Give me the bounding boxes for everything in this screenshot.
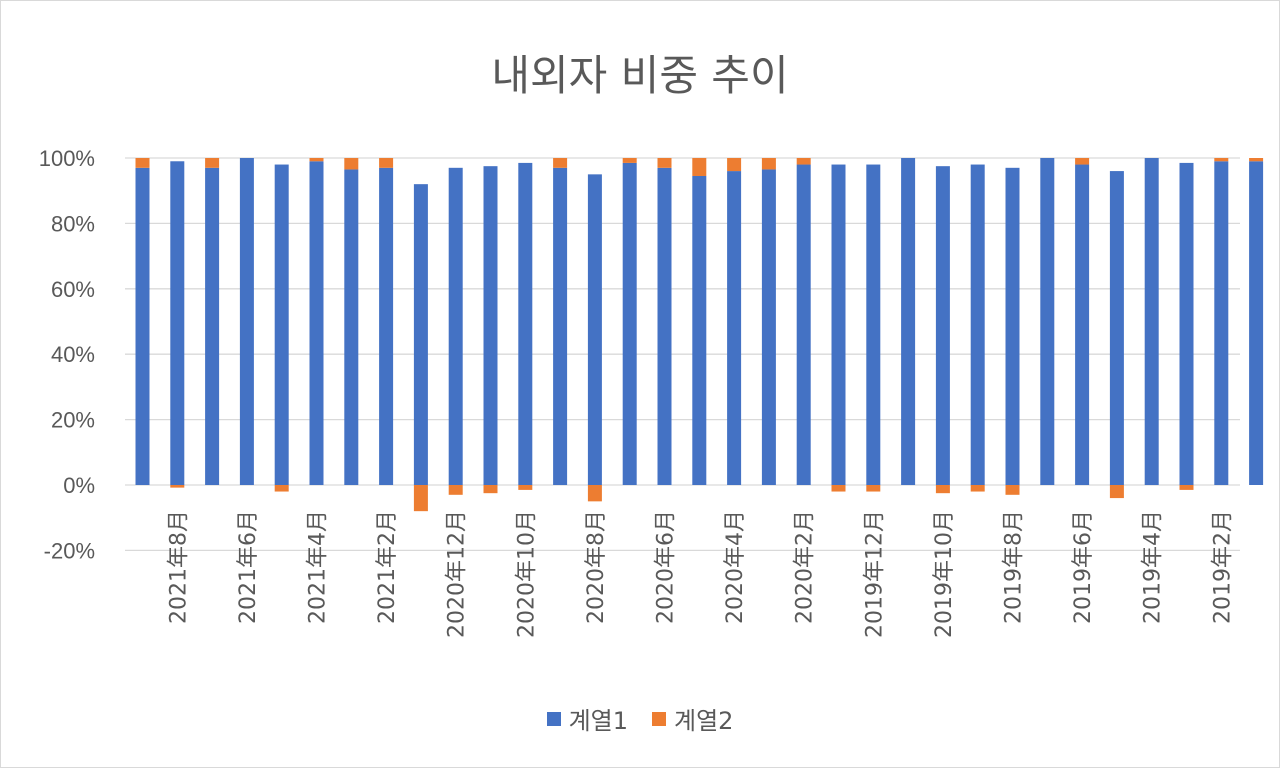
bar-series1 [448,167,463,485]
bar-series2 [135,158,150,168]
bar-series1 [1109,171,1124,485]
bar-series1 [796,164,811,486]
legend-label-series2: 계열2 [674,707,734,735]
bar-series1 [553,167,568,485]
bar-series2 [622,158,637,163]
y-tick-label: 60% [51,277,95,302]
bar-series1 [622,162,637,485]
x-tick-label: 2019年8月 [1002,510,1027,624]
bar-series1 [935,166,950,486]
bar-series2 [170,485,185,488]
x-tick-label: 2021年6月 [236,510,261,624]
y-tick-label: 0% [63,473,95,498]
bar-series2 [309,158,324,162]
bar-series2 [587,485,602,502]
bar-series1 [1144,158,1159,485]
x-tick-label: 2020年2月 [793,510,818,624]
bar-series1 [657,167,672,485]
bar-series1 [1040,158,1055,485]
bar-series1 [483,166,498,486]
chart-legend: 계열1 계열2 [0,701,1280,736]
bar-series1 [1075,164,1090,486]
legend-swatch-series1 [546,711,561,726]
bar-series1 [831,164,846,486]
legend-item-series1: 계열1 [546,701,628,736]
bar-series2 [761,158,776,170]
bar-series1 [866,164,881,486]
bar-series2 [1214,158,1229,162]
legend-label-series1: 계열1 [568,707,628,735]
bar-series2 [831,485,846,492]
bar-series1 [379,167,394,485]
bar-series1 [309,161,324,485]
x-tick-label: 2019年2月 [1210,510,1235,624]
bar-series2 [553,158,568,168]
bar-series2 [866,485,881,492]
bar-series2 [205,158,220,168]
y-tick-label: 100% [39,146,95,171]
x-tick-label: 2019年6月 [1071,510,1096,624]
bar-series2 [1179,485,1194,490]
bar-series2 [935,485,950,494]
bar-series2 [379,158,394,168]
y-tick-label: 80% [51,211,95,236]
x-tick-label: 2019年10月 [932,510,957,638]
bar-series2 [518,485,533,490]
bar-series2 [1005,485,1020,495]
bar-series1 [344,169,359,485]
bar-series1 [518,162,533,485]
x-tick-label: 2020年6月 [654,510,679,624]
bar-series2 [692,158,707,176]
bar-series1 [1214,161,1229,485]
bar-series2 [344,158,359,170]
bar-series2 [274,485,289,492]
bar-series1 [1005,167,1020,485]
bar-series1 [587,174,602,485]
x-tick-label: 2020年8月 [584,510,609,624]
bar-series2 [1109,485,1124,499]
legend-swatch-series2 [652,711,666,726]
bar-series1 [761,169,776,485]
x-tick-label: 2020年10月 [514,510,539,638]
legend-item-series2: 계열2 [652,701,733,736]
bar-series1 [413,184,428,485]
chart-title: 내외자 비중 추이 [491,51,789,100]
bar-series2 [657,158,672,168]
bar-series2 [727,158,742,172]
bar-series2 [1075,158,1090,165]
x-tick-label: 2019年12月 [862,510,887,638]
bar-series1 [901,158,916,485]
bar-series2 [448,485,463,495]
bar-series1 [205,167,220,485]
bar-series1 [274,164,289,486]
bar-series2 [970,485,985,492]
y-tick-label: -20% [44,538,95,563]
bar-series2 [413,485,428,512]
bar-series1 [1249,161,1264,485]
bar-series1 [970,164,985,486]
bar-series1 [1179,162,1194,485]
bar-series1 [135,167,150,485]
bar-series1 [727,171,742,485]
bar-series2 [796,158,811,165]
x-tick-label: 2021年8月 [166,510,191,624]
bar-series1 [239,158,254,485]
x-tick-label: 2020年12月 [445,510,470,638]
x-tick-label: 2021年4月 [306,510,331,624]
x-tick-label: 2019年4月 [1141,510,1166,624]
x-tick-label: 2021年2月 [375,510,400,624]
x-tick-label: 2020年4月 [723,510,748,624]
bar-series2 [483,485,498,494]
y-tick-label: 40% [51,342,95,367]
y-tick-label: 20% [51,408,95,433]
bar-series1 [692,175,707,486]
bar-series2 [1249,158,1264,162]
bar-series1 [170,161,185,485]
